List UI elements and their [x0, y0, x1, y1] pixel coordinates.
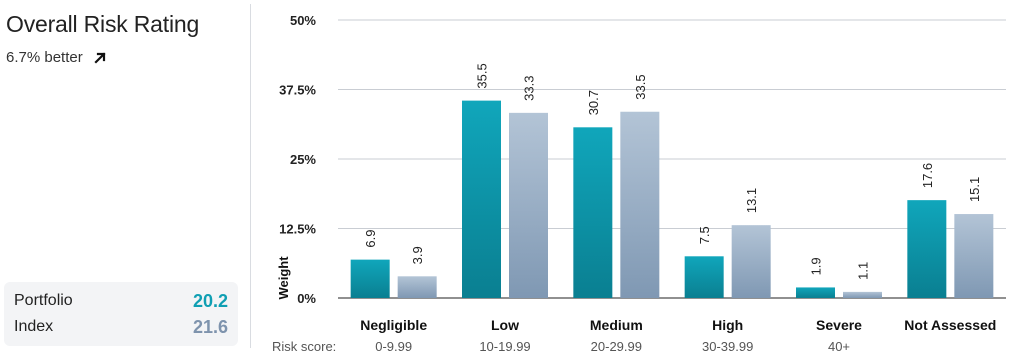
bar-data-label: 15.1: [967, 177, 982, 202]
bar-data-label: 33.5: [633, 74, 648, 99]
category-label: Low: [491, 317, 519, 333]
portfolio-score: 20.2: [192, 290, 228, 311]
panel-divider: [250, 4, 251, 348]
bar-data-label: 30.7: [586, 90, 601, 115]
bar-data-label: 35.5: [475, 63, 490, 88]
index-bar: [509, 112, 548, 299]
index-score: 21.6: [192, 316, 228, 337]
category-label: Medium: [590, 317, 643, 333]
portfolio-bar: [573, 127, 613, 298]
y-tick-label: 0%: [297, 291, 316, 306]
category-label: Negligible: [360, 317, 427, 333]
y-tick-label: 25%: [290, 152, 316, 167]
bar-data-label: 1.9: [809, 257, 824, 275]
risk-score-range-label: 0-9.99: [375, 339, 412, 354]
risk-score-range-label: 20-29.99: [591, 339, 642, 354]
y-tick-label: 12.5%: [279, 222, 316, 237]
index-bar: [397, 276, 437, 298]
risk-score-range-label: 10-19.99: [479, 339, 530, 354]
portfolio-label: Portfolio: [14, 292, 73, 309]
bar-data-label: 1.1: [856, 262, 871, 280]
y-axis-title: Weight: [276, 256, 291, 300]
score-summary-box: Portfolio 20.2 Index 21.6: [4, 282, 238, 346]
bar-data-label: 13.1: [744, 188, 759, 213]
risk-score-prefix-label: Risk score:: [272, 339, 336, 354]
portfolio-bar: [350, 259, 390, 298]
index-bar: [731, 225, 771, 298]
risk-score-range-label: 30-39.99: [702, 339, 753, 354]
category-label: High: [712, 317, 743, 333]
bar-data-label: 6.9: [363, 230, 378, 248]
category-label: Severe: [816, 317, 862, 333]
index-bar: [843, 291, 882, 298]
comparison-text-row: 6.7% better: [6, 49, 107, 66]
bar-data-label: 17.6: [920, 163, 935, 188]
portfolio-bar: [796, 287, 835, 298]
index-score-row: Index 21.6: [14, 315, 228, 339]
category-label: Not Assessed: [904, 317, 996, 333]
bar-data-label: 33.3: [522, 76, 537, 101]
summary-panel: Overall Risk Rating 6.7% better Portfoli…: [0, 0, 250, 358]
index-bar: [954, 214, 994, 298]
index-label: Index: [14, 318, 54, 335]
y-tick-label: 37.5%: [279, 83, 316, 98]
portfolio-score-row: Portfolio 20.2: [14, 289, 228, 313]
panel-title: Overall Risk Rating: [6, 11, 200, 37]
risk-score-range-label: 40+: [828, 339, 850, 354]
portfolio-bar: [907, 200, 947, 298]
index-bar: [620, 111, 660, 299]
bar-data-label: 7.5: [697, 226, 712, 244]
comparison-text: 6.7% better: [6, 49, 83, 66]
arrow-up-right-icon: [93, 51, 107, 65]
portfolio-bar: [462, 100, 501, 299]
y-tick-label: 50%: [290, 13, 316, 28]
bar-data-label: 3.9: [410, 246, 425, 264]
portfolio-bar: [684, 256, 724, 298]
